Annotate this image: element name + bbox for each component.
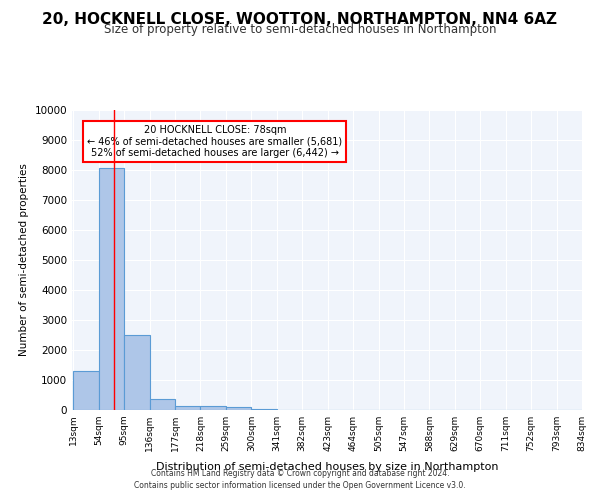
Y-axis label: Number of semi-detached properties: Number of semi-detached properties — [19, 164, 29, 356]
Text: 20, HOCKNELL CLOSE, WOOTTON, NORTHAMPTON, NN4 6AZ: 20, HOCKNELL CLOSE, WOOTTON, NORTHAMPTON… — [43, 12, 557, 28]
Bar — [99, 168, 124, 410]
Text: 20 HOCKNELL CLOSE: 78sqm
← 46% of semi-detached houses are smaller (5,681)
52% o: 20 HOCKNELL CLOSE: 78sqm ← 46% of semi-d… — [87, 125, 343, 158]
Bar — [251, 408, 277, 410]
Bar — [175, 406, 200, 410]
Text: Contains HM Land Registry data © Crown copyright and database right 2024.
Contai: Contains HM Land Registry data © Crown c… — [134, 468, 466, 490]
Bar — [124, 335, 149, 410]
Bar — [149, 399, 175, 410]
X-axis label: Distribution of semi-detached houses by size in Northampton: Distribution of semi-detached houses by … — [156, 462, 498, 472]
Bar — [226, 407, 251, 410]
Bar — [200, 406, 226, 410]
Text: Size of property relative to semi-detached houses in Northampton: Size of property relative to semi-detach… — [104, 22, 496, 36]
Bar — [73, 371, 99, 410]
